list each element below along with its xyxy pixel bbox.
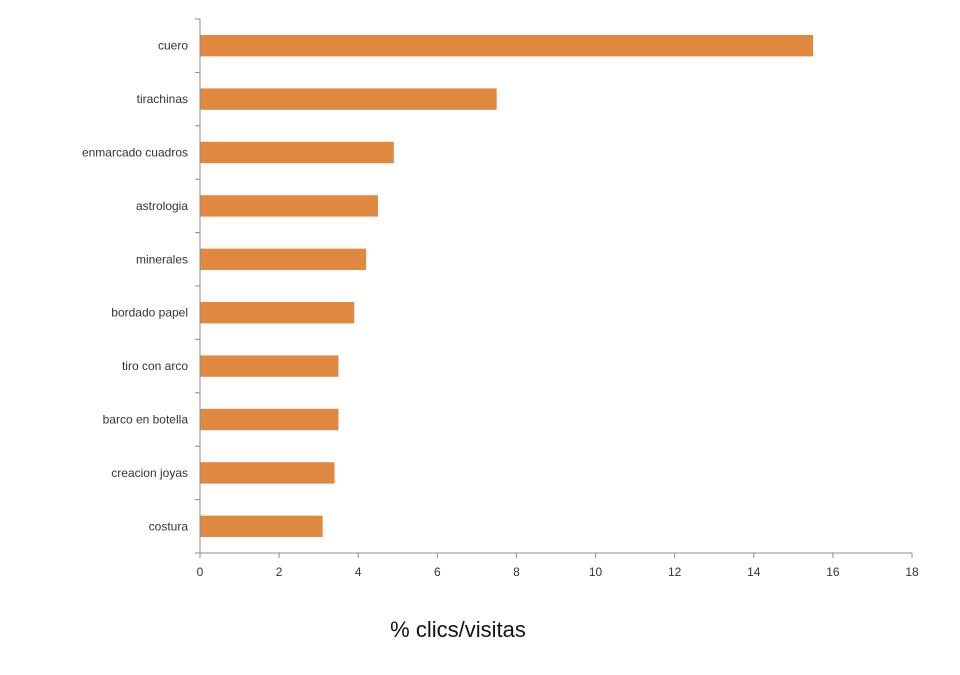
bar-creacion-joyas [200, 462, 335, 484]
bars-layer [200, 35, 814, 537]
bar-bordado-papel [200, 302, 355, 324]
x-tick-label: 14 [747, 565, 761, 579]
bar-minerales [200, 248, 367, 270]
category-label: tiro con arco [122, 359, 188, 373]
bar-enmarcado-cuadros [200, 141, 394, 164]
bar-barco-en-botella [200, 408, 339, 431]
axes-layer [195, 18, 913, 558]
x-tick-label: 0 [197, 565, 204, 579]
bar-astrologia [200, 195, 378, 217]
category-label: minerales [136, 252, 188, 266]
category-label: creacion joyas [111, 466, 188, 480]
x-tick-label: 2 [276, 565, 283, 579]
category-label: barco en botella [103, 413, 189, 427]
x-tick-label: 18 [905, 565, 919, 579]
category-label: bordado papel [111, 306, 188, 320]
x-tick-label: 12 [668, 565, 682, 579]
category-label: tirachinas [137, 92, 188, 106]
x-tick-label: 6 [434, 565, 441, 579]
category-label: costura [149, 519, 189, 533]
x-tick-label: 16 [826, 565, 840, 579]
x-axis-title: % clics/visitas [390, 617, 526, 642]
x-tick-label: 8 [513, 565, 520, 579]
bar-cuero [200, 35, 814, 57]
bar-tirachinas [200, 88, 497, 110]
x-tick-label: 4 [355, 565, 362, 579]
bar-tiro-con-arco [200, 355, 339, 377]
category-label: cuero [158, 39, 188, 53]
category-label: astrologia [136, 199, 188, 213]
labels-layer: cuero tirachinas enmarcado cuadros astrolog… [82, 39, 919, 579]
category-label: enmarcado cuadros [82, 146, 188, 160]
bar-costura [200, 515, 323, 537]
x-tick-label: 10 [589, 565, 603, 579]
